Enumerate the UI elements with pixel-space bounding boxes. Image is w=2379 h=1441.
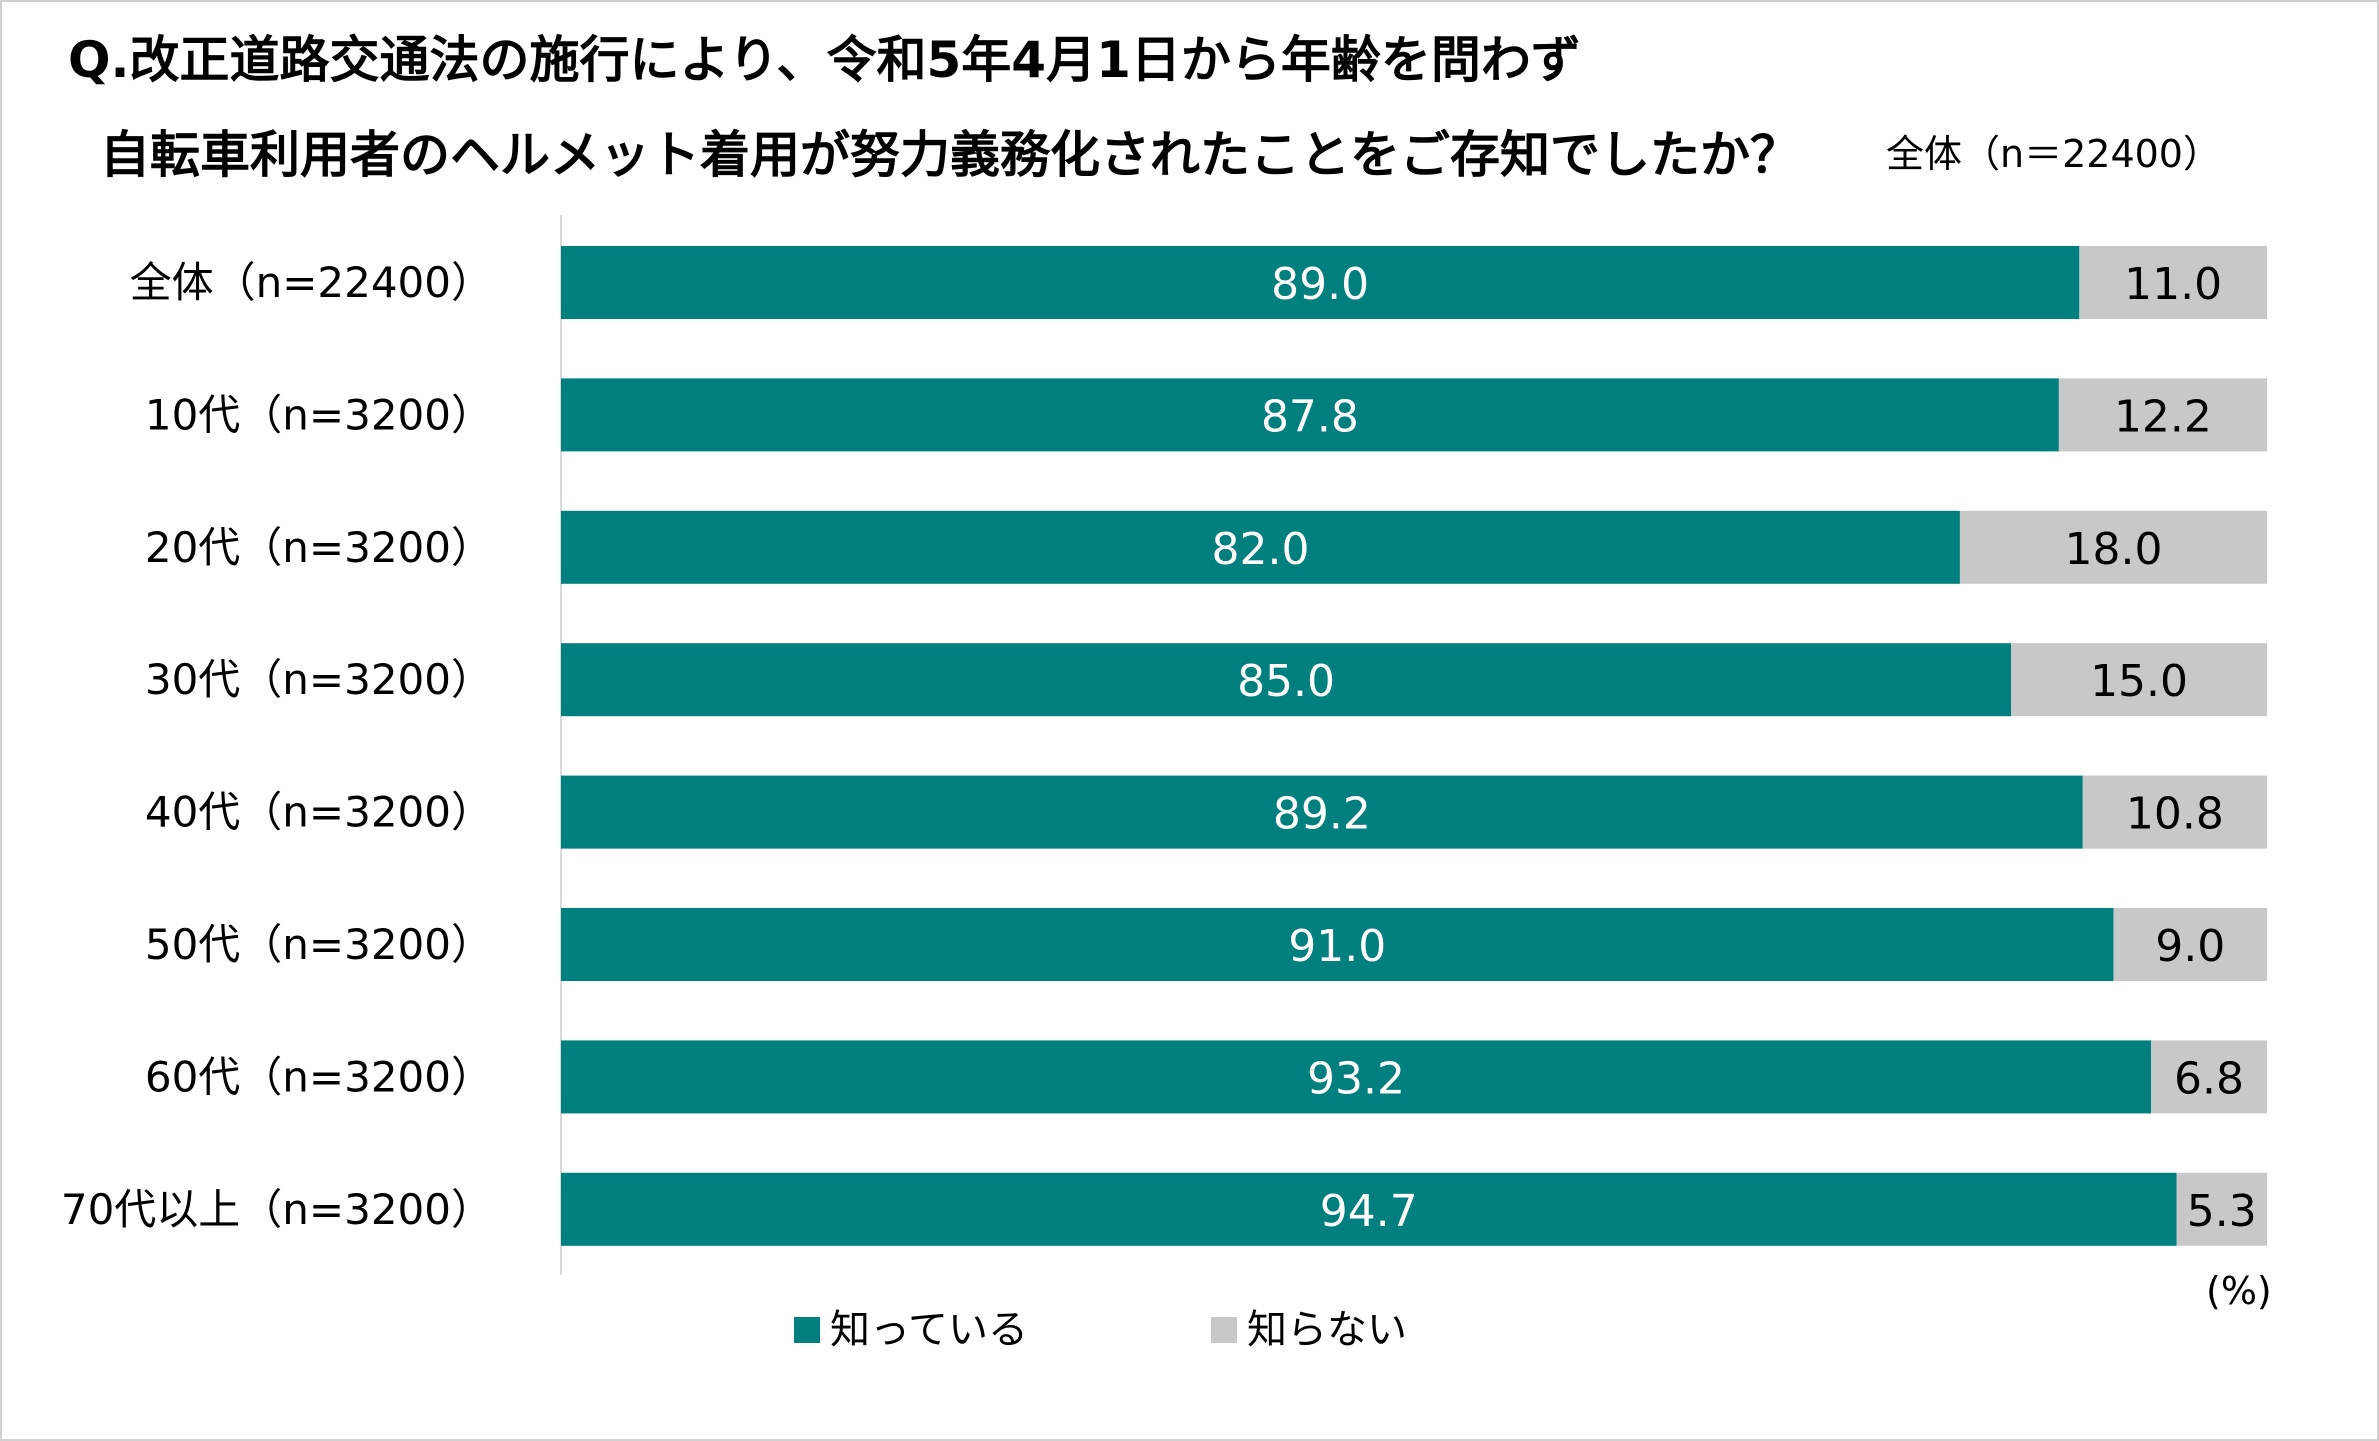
bar-unknown xyxy=(2113,908,2267,981)
data-label-known: 93.2 xyxy=(1307,1053,1405,1104)
category-label: 30代（n=3200） xyxy=(145,655,493,704)
data-label-unknown: 18.0 xyxy=(2064,524,2162,575)
data-label-known: 94.7 xyxy=(1320,1186,1418,1237)
bar-known xyxy=(561,643,2012,717)
legend-item-known: 知っている xyxy=(794,1308,1028,1352)
bar-known xyxy=(561,1172,2177,1246)
category-label: 70代以上（n=3200） xyxy=(61,1185,493,1234)
category-label: 20代（n=3200） xyxy=(145,523,493,572)
bar-known xyxy=(561,378,2059,452)
category-label: 50代（n=3200） xyxy=(145,920,493,969)
data-label-unknown: 15.0 xyxy=(2090,656,2188,707)
data-label-known: 85.0 xyxy=(1237,656,1335,707)
data-label-known: 91.0 xyxy=(1288,921,1386,972)
data-label-known: 87.8 xyxy=(1261,391,1359,442)
bar-known xyxy=(561,510,1960,584)
category-label: 60代（n=3200） xyxy=(145,1052,493,1101)
bar-known xyxy=(561,1040,2151,1114)
data-label-known: 89.2 xyxy=(1273,789,1371,840)
bar-unknown xyxy=(2176,1172,2267,1246)
unit-label: (%) xyxy=(2206,1269,2272,1313)
data-label-unknown: 9.0 xyxy=(2155,921,2225,972)
data-label-unknown: 6.8 xyxy=(2174,1053,2244,1104)
category-label: 10代（n=3200） xyxy=(145,390,493,439)
legend-item-unknown: 知らない xyxy=(1211,1308,1407,1352)
data-label-unknown: 10.8 xyxy=(2126,789,2224,840)
chart-title-line1: Q.改正道路交通法の施行により、令和5年4月1日から年齢を問わず xyxy=(68,31,1581,89)
category-label: 全体（n=22400） xyxy=(130,258,493,307)
legend-label-known: 知っている xyxy=(830,1307,1028,1353)
bar-known xyxy=(561,246,2080,319)
data-label-known: 82.0 xyxy=(1211,524,1309,575)
bar-unknown xyxy=(2082,775,2267,849)
data-label-unknown: 11.0 xyxy=(2124,259,2222,310)
chart-subtitle: 全体（n＝22400） xyxy=(1886,132,2221,176)
bar-known xyxy=(561,908,2114,981)
data-label-known: 89.0 xyxy=(1271,259,1369,310)
data-label-unknown: 12.2 xyxy=(2114,391,2212,442)
bar-unknown xyxy=(2079,246,2267,319)
legend-swatch-unknown xyxy=(1211,1317,1237,1343)
category-label: 40代（n=3200） xyxy=(145,788,493,837)
bar-unknown xyxy=(2011,643,2267,717)
bar-known xyxy=(561,775,2083,849)
bar-unknown xyxy=(2150,1040,2267,1114)
bar-unknown xyxy=(1959,510,2267,584)
bar-unknown xyxy=(2058,378,2267,452)
chart-title-line2: 自転車利用者のヘルメット着用が努力義務化されたことをご存知でしたか？ xyxy=(100,126,1800,184)
legend-swatch-known xyxy=(794,1317,820,1343)
legend-label-unknown: 知らない xyxy=(1247,1307,1407,1353)
data-label-unknown: 5.3 xyxy=(2187,1186,2257,1237)
